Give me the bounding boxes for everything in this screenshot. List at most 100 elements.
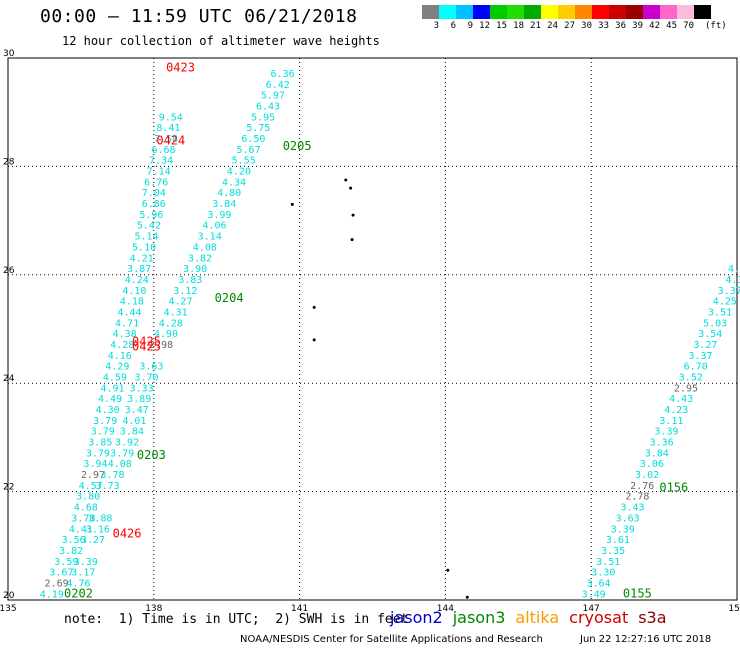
legend-label: 45 (666, 21, 677, 31)
pass-time-label: 0205 (283, 139, 312, 153)
wave-height-label: 4.21 (130, 253, 154, 264)
wave-height-label: 6.76 (144, 177, 168, 188)
pass-time-label: 0203 (137, 448, 166, 462)
wave-height-label: 3.12 (173, 286, 197, 297)
wave-height-label: 4.24 (125, 275, 149, 286)
legend-swatch (694, 5, 711, 19)
legend-swatch (575, 5, 592, 19)
wave-height-label: 4.3 (728, 264, 740, 275)
satellite-label-jason2: jason2 (390, 608, 443, 627)
satellite-label-altika: altika (515, 608, 560, 627)
wave-height-label: 3.88 (88, 513, 112, 524)
wave-height-label: 3.79 (110, 448, 134, 459)
wave-height-label: 2.95 (674, 383, 698, 394)
wave-height-label: 4.06 (203, 221, 227, 232)
island-marker (349, 186, 353, 190)
page-subtitle: 12 hour collection of altimeter wave hei… (62, 34, 380, 48)
wave-height-label: 3.63 (139, 362, 163, 373)
wave-height-label: 3.51 (596, 557, 620, 568)
legend-label: 21 (530, 21, 541, 31)
wave-height-label: 3.59 (54, 557, 78, 568)
wave-height-label: 4.38 (113, 329, 137, 340)
wave-height-label: 3.52 (679, 372, 703, 383)
wave-height-label: 4.41 (69, 524, 93, 535)
wave-height-label: 3.84 (212, 199, 236, 210)
wave-height-label: 3.43 (620, 503, 644, 514)
y-tick-label: 30 (3, 49, 15, 59)
wave-height-label: 6.68 (151, 145, 175, 156)
wave-height-label: 3.84 (120, 427, 144, 438)
wave-height-label: 8.41 (156, 123, 180, 134)
wave-height-label: 5.97 (261, 91, 285, 102)
pass-time-label: 0424 (156, 134, 185, 148)
legend-swatch (592, 5, 609, 19)
wave-height-label: 3.79 (86, 448, 110, 459)
wave-height-label: 3.89 (127, 394, 151, 405)
wave-height-label: 7.14 (147, 167, 171, 178)
wave-height-label: 4.44 (117, 307, 141, 318)
credit-line: NOAA/NESDIS Center for Satellite Applica… (240, 634, 543, 645)
wave-height-label: 3.61 (606, 535, 630, 546)
wave-height-label: 3.94 (83, 459, 107, 470)
legend-label: 39 (632, 21, 643, 31)
x-tick-label: 135 (0, 604, 17, 614)
wave-height-label: 2.98 (149, 340, 173, 351)
footer-note: note: 1) Time is in UTC; 2) SWH is in fe… (64, 612, 409, 627)
wave-height-label: 7.04 (142, 188, 166, 199)
y-tick-label: 22 (3, 483, 14, 493)
wave-height-label: 3.78 (100, 470, 124, 481)
legend-swatch (524, 5, 541, 19)
wave-height-label: 4.28 (110, 340, 134, 351)
wave-height-label: 2.78 (625, 492, 649, 503)
wave-height-label: 2.97 (81, 470, 105, 481)
wave-height-label: 3.78 (71, 513, 95, 524)
legend-label: 30 (581, 21, 592, 31)
wave-height-label: 3.70 (134, 372, 158, 383)
x-tick-label: 138 (145, 604, 162, 614)
wave-height-label: 4.71 (115, 318, 139, 329)
island-marker (312, 305, 316, 309)
wave-height-label: 4.57 (79, 481, 103, 492)
pass-time-label: 0425 (132, 334, 161, 348)
legend-label: 6 (450, 21, 456, 31)
wave-height-label: 7.34 (149, 156, 173, 167)
wave-height-label: 7.58 (154, 134, 178, 145)
island-marker (290, 202, 294, 206)
island-marker (312, 338, 316, 342)
wave-height-label: 3.37 (718, 286, 740, 297)
wave-height-label: 3.79 (93, 416, 117, 427)
wave-height-label: 5.96 (139, 210, 163, 221)
pass-time-label: 0425 (132, 340, 161, 354)
wave-height-label: 4.25 (713, 297, 737, 308)
wave-height-label: 4.20 (227, 167, 251, 178)
legend-label: 36 (615, 21, 626, 31)
wave-height-label: 3.39 (654, 427, 678, 438)
wave-height-label: 3.90 (183, 264, 207, 275)
legend-swatch (609, 5, 626, 19)
wave-height-label: 3.54 (698, 329, 722, 340)
wave-height-label: 3.63 (616, 513, 640, 524)
satellite-label-s3a: s3a (638, 608, 667, 627)
wave-height-label: 4.91 (100, 383, 124, 394)
wave-height-label: 4.01 (122, 416, 146, 427)
wave-height-label: 6.43 (256, 101, 280, 112)
legend-swatch (473, 5, 490, 19)
wave-height-label: 4.23 (664, 405, 688, 416)
wave-height-label: 3.99 (207, 210, 231, 221)
legend-unit: (ft) (705, 21, 727, 31)
wave-height-label: 3.33 (130, 383, 154, 394)
wave-height-label: 9.54 (159, 112, 183, 123)
wave-height-label: 3.06 (640, 459, 664, 470)
island-marker (351, 213, 355, 217)
wave-height-label: 3.11 (659, 416, 683, 427)
legend-label: 9 (467, 21, 473, 31)
wave-height-label: 3.92 (115, 438, 139, 449)
wave-height-label: 3.17 (71, 568, 95, 579)
wave-height-label: 6.86 (142, 199, 166, 210)
island-marker (465, 595, 469, 599)
legend-swatch (660, 5, 677, 19)
wave-height-label: 3.39 (611, 524, 635, 535)
wave-height-label: 3.37 (689, 351, 713, 362)
page-title: 00:00 – 11:59 UTC 06/21/2018 (40, 6, 358, 27)
wave-height-label: 3.35 (601, 546, 625, 557)
